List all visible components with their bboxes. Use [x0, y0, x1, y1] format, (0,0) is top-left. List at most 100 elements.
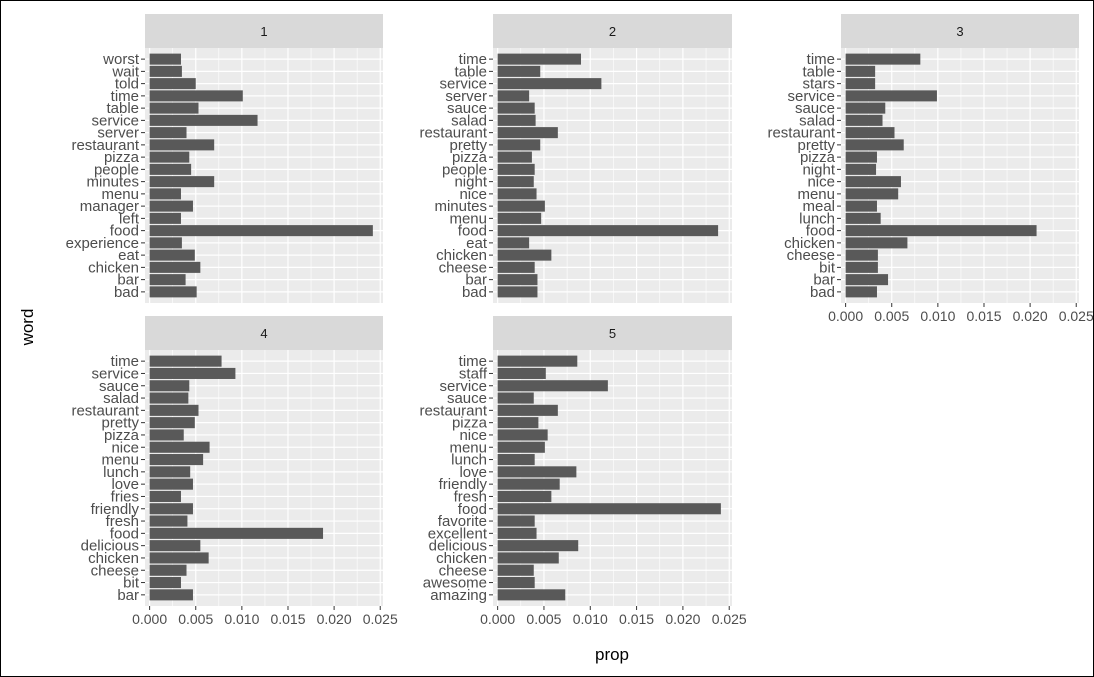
bar-left — [149, 212, 181, 224]
bar-meal — [845, 200, 877, 212]
y-tick-label: night — [454, 174, 487, 191]
y-tick-label: favorite — [438, 513, 487, 530]
bar-nice — [497, 188, 537, 200]
bar-eat — [497, 237, 530, 249]
y-tick-label: meal — [802, 198, 835, 215]
bar-food — [497, 503, 721, 515]
bar-pretty — [497, 139, 541, 151]
y-tick-label: restaurant — [419, 125, 487, 142]
y-tick-label: bar — [465, 272, 487, 289]
bar-eat — [149, 249, 195, 261]
bar-favorite — [497, 515, 535, 527]
y-tick-label: salad — [799, 112, 835, 129]
bar-bad — [845, 286, 877, 298]
bar-time — [497, 53, 582, 65]
y-tick-label: service — [91, 112, 139, 129]
y-tick-label: pretty — [797, 137, 835, 154]
bar-bad — [497, 286, 538, 298]
x-tick-label: 0.010 — [224, 611, 259, 627]
bar-salad — [497, 114, 536, 126]
bar-chicken — [497, 552, 559, 564]
y-tick-label: nice — [807, 174, 835, 191]
bar-love — [149, 478, 193, 490]
y-tick-label: chicken — [88, 550, 139, 567]
y-tick-label: amazing — [430, 587, 487, 604]
panel-3: 3 badbarbitcheesechickenfoodlunchmealmenu… — [767, 14, 1094, 324]
bar-pizza — [149, 429, 184, 441]
bar-bar — [497, 274, 538, 286]
y-tick-label: cheese — [439, 259, 487, 276]
y-tick-label: chicken — [436, 247, 487, 264]
bar-time — [497, 355, 578, 367]
y-tick-label: nice — [111, 439, 139, 456]
y-tick-label: bar — [813, 272, 835, 289]
bar-chicken — [149, 261, 201, 273]
bar-table — [149, 102, 199, 114]
y-tick-label: bar — [117, 587, 139, 604]
y-tick-label: delicious — [429, 538, 487, 555]
bar-salad — [845, 114, 883, 126]
bar-delicious — [149, 540, 201, 552]
y-tick-label: time — [111, 353, 139, 370]
x-tick-label: 0.015 — [270, 611, 305, 627]
x-axis-title: prop — [595, 645, 629, 664]
y-tick-label: food — [110, 223, 139, 240]
y-tick-label: restaurant — [419, 402, 487, 419]
bar-stars — [845, 78, 876, 90]
y-tick-label: server — [445, 88, 487, 105]
bar-sauce — [497, 392, 534, 404]
bar-wait — [149, 65, 182, 77]
panel-1: 1 badbarchickeneatexperiencefoodleftmanag… — [66, 14, 383, 303]
y-tick-label: sauce — [447, 390, 487, 407]
bar-time — [845, 53, 921, 65]
y-tick-label: sauce — [447, 100, 487, 117]
y-tick-label: lunch — [451, 452, 487, 469]
y-tick-label: delicious — [81, 538, 139, 555]
panel-4: 4barbitcheesechickendeliciousfoodfreshfr… — [71, 316, 398, 627]
bar-table — [497, 65, 541, 77]
bar-service — [497, 78, 602, 90]
y-tick-label: service — [439, 378, 487, 395]
strip-label-5: 5 — [609, 326, 616, 341]
bar-restaurant — [149, 139, 215, 151]
y-axis-title: word — [18, 309, 37, 347]
y-tick-label: experience — [66, 235, 139, 252]
bar-pizza — [497, 151, 532, 163]
bar-nice — [497, 429, 548, 441]
y-tick-label: people — [94, 161, 139, 178]
bar-bar — [845, 274, 889, 286]
bar-fresh — [149, 515, 188, 527]
bar-night — [845, 163, 877, 175]
strip-label-4: 4 — [260, 326, 267, 341]
x-tick-label: 0.000 — [480, 611, 515, 627]
y-tick-label: pizza — [800, 149, 836, 166]
y-tick-label: food — [458, 501, 487, 518]
y-tick-label: bad — [462, 284, 487, 301]
strip-label-1: 1 — [260, 24, 267, 39]
y-tick-label: food — [806, 223, 835, 240]
y-tick-label: time — [807, 51, 835, 68]
y-tick-label: restaurant — [71, 402, 139, 419]
bar-amazing — [497, 589, 566, 601]
y-tick-label: time — [111, 88, 139, 105]
x-tick-label: 0.000 — [828, 308, 863, 324]
y-tick-label: bad — [114, 284, 139, 301]
y-tick-label: eat — [118, 247, 140, 264]
bar-chicken — [497, 249, 552, 261]
bar-people — [149, 163, 192, 175]
bar-people — [497, 163, 535, 175]
y-tick-label: cheese — [91, 562, 139, 579]
bar-bit — [845, 261, 878, 273]
bar-bar — [149, 274, 186, 286]
y-tick-label: table — [454, 63, 487, 80]
bar-menu — [497, 441, 545, 453]
y-tick-label: cheese — [439, 562, 487, 579]
y-tick-label: eat — [466, 235, 488, 252]
bar-minutes — [497, 200, 545, 212]
x-tick-label: 0.015 — [966, 308, 1001, 324]
y-tick-label: told — [115, 76, 139, 93]
y-tick-label: friendly — [439, 476, 488, 493]
strip-2 — [493, 14, 732, 48]
bar-told — [149, 78, 196, 90]
